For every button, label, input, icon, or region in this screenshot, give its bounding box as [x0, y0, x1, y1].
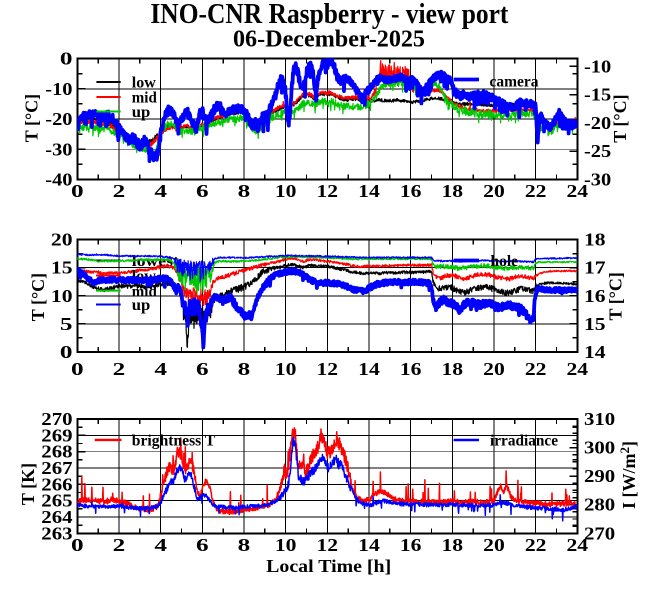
svg-text:mid: mid — [132, 90, 157, 107]
svg-text:-20: -20 — [45, 109, 72, 129]
svg-text:mid: mid — [132, 283, 157, 300]
svg-text:T [°C]: T [°C] — [22, 94, 42, 142]
svg-text:265: 265 — [41, 491, 72, 511]
svg-text:-10: -10 — [45, 79, 72, 99]
svg-text:up: up — [132, 297, 151, 314]
svg-text:2: 2 — [113, 535, 126, 555]
svg-text:14: 14 — [358, 535, 380, 555]
svg-text:4: 4 — [154, 359, 167, 379]
svg-text:18: 18 — [584, 230, 606, 250]
svg-text:06-December-2025: 06-December-2025 — [233, 27, 425, 53]
svg-text:8: 8 — [238, 359, 251, 379]
svg-text:20: 20 — [483, 359, 505, 379]
svg-text:16: 16 — [400, 359, 422, 379]
svg-text:269: 269 — [41, 425, 72, 445]
svg-text:14: 14 — [358, 359, 380, 379]
svg-text:-40: -40 — [45, 170, 72, 190]
svg-text:6: 6 — [196, 359, 209, 379]
svg-text:2: 2 — [113, 359, 126, 379]
svg-text:264: 264 — [41, 507, 72, 527]
svg-text:10: 10 — [51, 286, 73, 306]
svg-text:8: 8 — [238, 535, 251, 555]
svg-text:268: 268 — [41, 442, 72, 462]
svg-text:22: 22 — [525, 181, 547, 201]
svg-text:14: 14 — [358, 181, 380, 201]
svg-text:18: 18 — [442, 535, 464, 555]
svg-text:0: 0 — [60, 342, 73, 362]
svg-text:12: 12 — [317, 181, 339, 201]
svg-text:18: 18 — [442, 359, 464, 379]
svg-text:T [°C]: T [°C] — [605, 272, 625, 320]
svg-text:300: 300 — [584, 438, 615, 458]
svg-text:6: 6 — [196, 181, 209, 201]
svg-text:8: 8 — [238, 181, 251, 201]
svg-text:hole: hole — [491, 253, 519, 270]
svg-text:18: 18 — [442, 181, 464, 201]
svg-text:-25: -25 — [584, 141, 611, 161]
svg-text:10: 10 — [275, 181, 297, 201]
svg-text:T [K]: T [K] — [18, 463, 38, 505]
svg-text:14: 14 — [584, 342, 606, 362]
svg-text:16: 16 — [400, 181, 422, 201]
svg-text:-10: -10 — [584, 56, 611, 76]
svg-text:I [W/m2]: I [W/m2] — [617, 441, 639, 509]
svg-text:22: 22 — [525, 359, 547, 379]
svg-text:-30: -30 — [584, 169, 611, 189]
svg-text:up: up — [132, 104, 151, 121]
svg-text:20: 20 — [483, 535, 505, 555]
svg-text:17: 17 — [584, 258, 606, 278]
svg-text:-20: -20 — [584, 113, 611, 133]
svg-text:0: 0 — [71, 181, 84, 201]
svg-text:20: 20 — [51, 230, 73, 250]
svg-text:24: 24 — [567, 181, 589, 201]
svg-text:15: 15 — [51, 258, 73, 278]
svg-text:22: 22 — [525, 535, 547, 555]
svg-text:310: 310 — [584, 409, 615, 429]
svg-text:5: 5 — [60, 314, 73, 334]
svg-text:290: 290 — [584, 466, 615, 486]
svg-text:15: 15 — [584, 314, 606, 334]
svg-text:263: 263 — [41, 523, 72, 543]
svg-text:0: 0 — [71, 359, 84, 379]
svg-text:16: 16 — [584, 286, 606, 306]
svg-text:24: 24 — [567, 359, 589, 379]
svg-text:12: 12 — [317, 535, 339, 555]
svg-text:270: 270 — [41, 409, 72, 429]
svg-text:2: 2 — [113, 181, 126, 201]
svg-text:4: 4 — [154, 535, 167, 555]
svg-text:266: 266 — [41, 474, 72, 494]
svg-text:10: 10 — [275, 535, 297, 555]
svg-text:0: 0 — [60, 49, 73, 69]
svg-text:brightness T: brightness T — [132, 432, 216, 449]
svg-text:10: 10 — [275, 359, 297, 379]
svg-text:INO-CNR Raspberry - view port: INO-CNR Raspberry - view port — [150, 0, 509, 30]
svg-text:camera: camera — [490, 74, 539, 91]
svg-text:4: 4 — [154, 181, 167, 201]
svg-text:16: 16 — [400, 535, 422, 555]
svg-text:267: 267 — [41, 458, 72, 478]
svg-text:T [°C]: T [°C] — [28, 273, 48, 321]
svg-text:Local Time [h]: Local Time [h] — [266, 556, 391, 576]
svg-text:-30: -30 — [45, 139, 72, 159]
svg-text:0: 0 — [71, 535, 84, 555]
svg-text:280: 280 — [584, 495, 615, 515]
svg-text:24: 24 — [567, 535, 589, 555]
svg-text:270: 270 — [584, 523, 615, 543]
svg-text:20: 20 — [483, 181, 505, 201]
svg-text:6: 6 — [196, 535, 209, 555]
svg-text:low: low — [132, 75, 156, 92]
svg-text:irradiance: irradiance — [490, 433, 558, 450]
svg-text:12: 12 — [317, 359, 339, 379]
svg-text:-15: -15 — [584, 85, 611, 105]
svg-text:T [°C]: T [°C] — [610, 94, 630, 142]
